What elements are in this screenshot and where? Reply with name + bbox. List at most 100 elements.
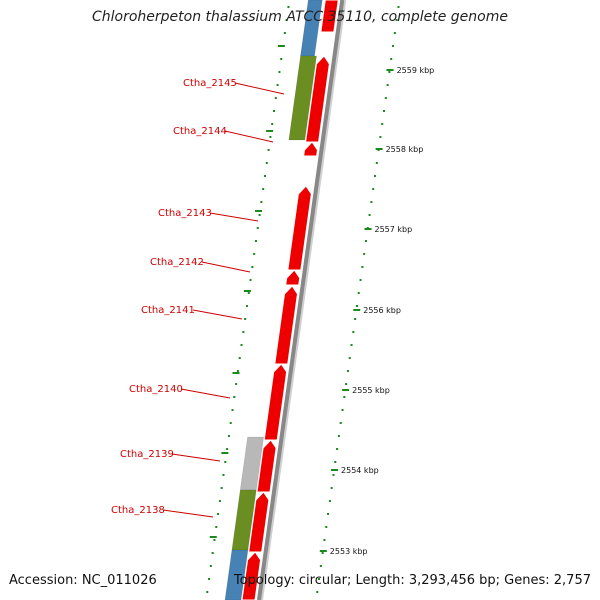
gene-label-ctha_2145: Ctha_2145	[183, 78, 237, 89]
inner-tick-dot	[280, 58, 283, 60]
gene-leader-line	[171, 453, 221, 462]
cds-arrow	[304, 55, 330, 143]
outer-tick-dot	[393, 32, 396, 34]
outer-tick-dot	[359, 279, 362, 281]
gene-label-ctha_2140: Ctha_2140	[129, 384, 183, 395]
inner-tick-dot	[263, 175, 266, 177]
outer-tick-dot	[397, 6, 400, 8]
outer-tick-dot	[352, 331, 355, 333]
outer-tick-dot	[321, 552, 324, 554]
cds-track	[241, 0, 339, 600]
outer-major-tick	[364, 228, 372, 230]
outer-tick-dot	[319, 565, 322, 567]
inner-tick-dot	[278, 71, 281, 73]
outer-tick-dot	[327, 513, 330, 515]
cds-arrow	[287, 185, 312, 271]
outer-tick-dot	[370, 201, 373, 203]
outer-tick-dot	[345, 383, 348, 385]
outer-tick-dot	[337, 435, 340, 437]
inner-tick-dot	[256, 227, 259, 229]
outer-tick-dot	[386, 84, 389, 86]
cog-tracks	[224, 0, 323, 600]
gene-leader-line	[162, 509, 214, 518]
outer-tick-dot	[334, 461, 337, 463]
outer-tick-dot	[316, 591, 319, 593]
gene-leader-line	[192, 309, 243, 320]
inner-tick-dot	[287, 6, 290, 8]
inner-tick-dot	[229, 422, 232, 424]
inner-tick-dot	[231, 409, 234, 411]
accession-text: Accession: NC_011026	[9, 573, 157, 588]
outer-tick-dot	[325, 526, 328, 528]
outer-tick-dot	[357, 292, 360, 294]
inner-major-tick	[254, 210, 262, 212]
outer-tick-dot	[318, 578, 321, 580]
inner-major-tick	[209, 536, 217, 538]
inner-tick-dot	[254, 240, 257, 242]
outer-major-tick	[342, 389, 350, 391]
outer-tick-dot	[346, 370, 349, 372]
inner-tick-dot	[233, 396, 236, 398]
cog-blue-box	[224, 549, 249, 600]
inner-tick-dot	[213, 539, 216, 541]
gene-labels: Ctha_2145 Ctha_2144 Ctha_2143 Ctha_2142 Ctha…	[111, 78, 285, 518]
gene-label-ctha_2139: Ctha_2139	[120, 449, 174, 460]
tick-marks	[206, 6, 400, 593]
cds-arrow	[263, 363, 288, 441]
kbp-label: 2556 kbp	[363, 306, 401, 315]
outer-tick-dot	[392, 45, 395, 47]
inner-tick-dot	[238, 357, 241, 359]
inner-tick-dot	[245, 305, 248, 307]
gene-label-ctha_2141: Ctha_2141	[141, 305, 195, 316]
inner-tick-dot	[208, 578, 211, 580]
cds-arrow	[274, 285, 298, 365]
inner-tick-dot	[218, 500, 221, 502]
outer-tick-dot	[355, 305, 358, 307]
inner-tick-dot	[251, 266, 254, 268]
inner-tick-dot	[240, 344, 243, 346]
inner-major-tick	[266, 130, 274, 132]
inner-tick-dot	[215, 526, 218, 528]
summary-text: Topology: circular; Length: 3,293,456 bp…	[233, 573, 591, 588]
inner-tick-dot	[222, 474, 225, 476]
outer-tick-dot	[350, 344, 353, 346]
inner-tick-dot	[253, 253, 256, 255]
inner-tick-dot	[271, 123, 274, 125]
kbp-labels: 2559 kbp 2558 kbp 2557 kbp 2556 kbp 2555 kbp…	[330, 66, 434, 556]
kbp-label: 2554 kbp	[341, 466, 379, 475]
outer-tick-dot	[348, 357, 351, 359]
inner-tick-dot	[258, 214, 261, 216]
outer-major-tick	[386, 69, 394, 71]
outer-tick-dot	[383, 110, 386, 112]
gene-leader-line	[209, 212, 259, 222]
kbp-label: 2557 kbp	[374, 225, 412, 234]
inner-tick-dot	[276, 84, 279, 86]
inner-tick-dot	[227, 435, 230, 437]
outer-tick-dot	[354, 318, 357, 320]
inner-tick-dot	[226, 448, 229, 450]
inner-tick-dot	[267, 149, 270, 151]
outer-tick-dot	[395, 19, 398, 21]
inner-tick-dot	[236, 370, 239, 372]
inner-tick-dot	[273, 110, 276, 112]
outer-tick-dot	[381, 123, 384, 125]
genome-backbone	[257, 0, 347, 600]
outer-tick-dot	[363, 253, 366, 255]
outer-tick-dot	[375, 162, 378, 164]
inner-tick-dot	[209, 565, 212, 567]
inner-major-tick	[221, 452, 229, 454]
inner-tick-dot	[220, 487, 223, 489]
inner-tick-dot	[260, 201, 263, 203]
kbp-label: 2558 kbp	[386, 145, 424, 154]
cds-arrow	[303, 141, 318, 157]
kbp-label: 2555 kbp	[352, 386, 390, 395]
outer-tick-dot	[341, 409, 344, 411]
inner-tick-dot	[249, 279, 252, 281]
inner-tick-dot	[206, 591, 209, 593]
inner-tick-dot	[274, 97, 277, 99]
cds-arrow	[248, 491, 270, 553]
outer-major-tick	[353, 309, 361, 311]
outer-tick-dot	[336, 448, 339, 450]
inner-major-tick	[243, 290, 251, 292]
